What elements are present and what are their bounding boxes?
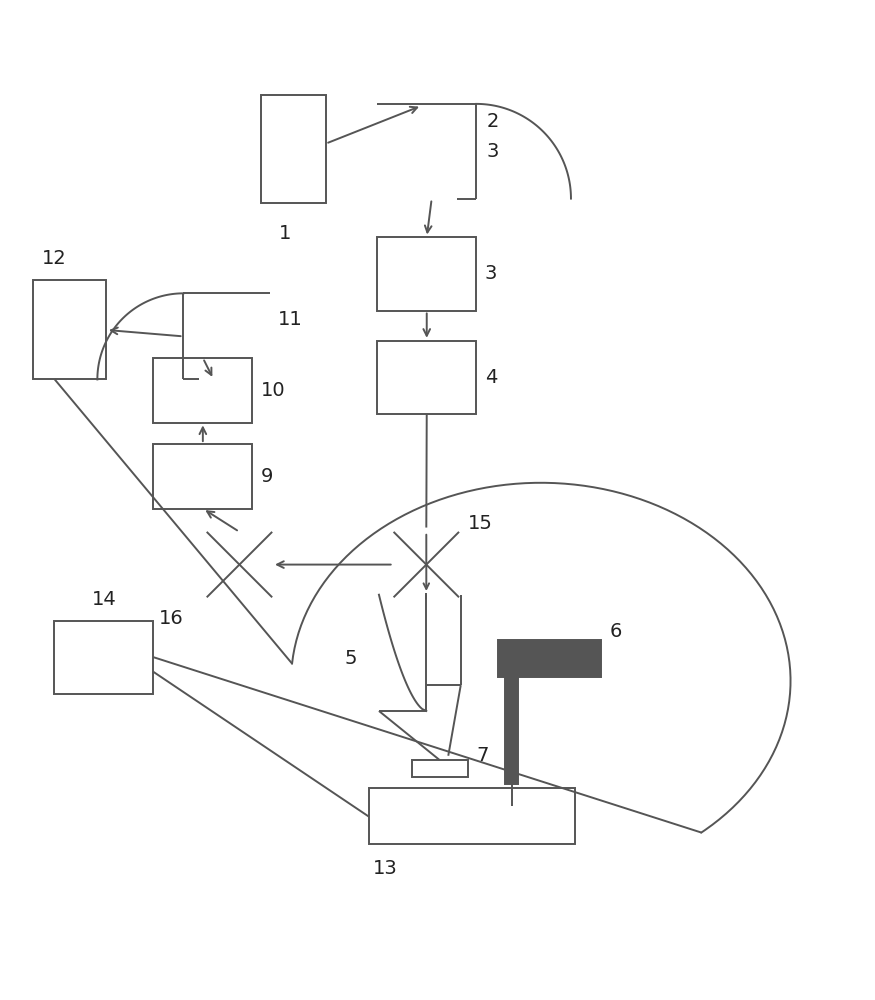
Text: 3: 3 xyxy=(487,142,499,161)
Text: 2: 2 xyxy=(487,112,499,131)
Text: 12: 12 xyxy=(42,249,67,268)
Bar xyxy=(368,788,575,844)
Bar xyxy=(377,237,476,311)
Bar xyxy=(505,677,519,784)
Bar xyxy=(377,341,476,414)
Text: 13: 13 xyxy=(373,859,397,878)
Text: 9: 9 xyxy=(261,467,273,486)
Text: 10: 10 xyxy=(261,381,285,400)
Text: 14: 14 xyxy=(92,590,116,609)
Text: 15: 15 xyxy=(467,514,493,533)
Bar xyxy=(153,358,252,423)
Text: 5: 5 xyxy=(345,649,357,668)
Text: 4: 4 xyxy=(485,368,497,387)
Bar xyxy=(32,280,106,379)
Text: 6: 6 xyxy=(610,622,622,641)
Text: 3: 3 xyxy=(485,264,497,283)
Text: 7: 7 xyxy=(476,746,488,765)
Bar xyxy=(153,444,252,509)
Bar xyxy=(498,640,601,677)
Text: 1: 1 xyxy=(278,224,290,243)
Bar xyxy=(261,95,326,203)
Text: 11: 11 xyxy=(278,310,303,329)
Bar xyxy=(411,760,467,777)
Bar xyxy=(54,621,153,694)
Text: 16: 16 xyxy=(159,609,184,628)
